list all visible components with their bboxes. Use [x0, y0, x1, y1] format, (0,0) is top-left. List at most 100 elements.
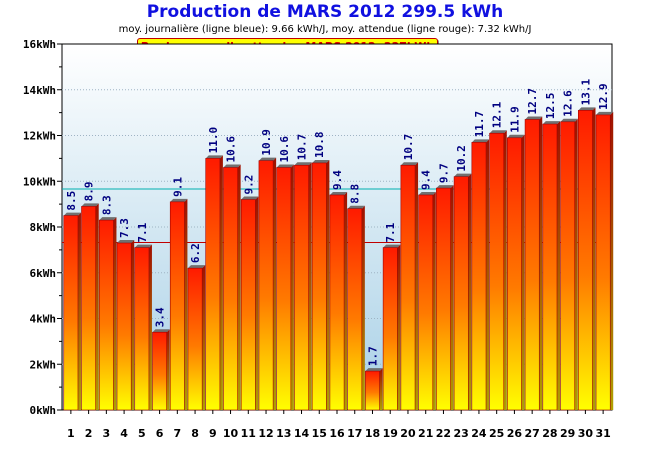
bar-top	[294, 162, 312, 166]
bar-top	[258, 157, 277, 161]
bar	[347, 208, 363, 411]
bar-value-label: 10.9	[260, 129, 273, 156]
y-tick-label: 12kWh	[23, 130, 56, 143]
x-tick-label: 20	[400, 427, 416, 440]
bar	[169, 201, 185, 411]
bar-side	[77, 212, 81, 410]
bar-top	[81, 203, 99, 207]
bar-side	[486, 139, 490, 411]
bar-value-label: 3.4	[154, 307, 167, 327]
bar	[489, 132, 505, 411]
bar-side	[468, 173, 472, 410]
bar-top	[507, 134, 525, 138]
bar-value-label: 12.7	[526, 88, 539, 115]
bar-value-label: 8.3	[100, 195, 113, 215]
bar-side	[379, 368, 383, 410]
bar-value-label: 10.8	[313, 131, 326, 158]
bar	[400, 164, 416, 411]
x-tick-label: 26	[507, 427, 523, 440]
chart-subtitle: moy. journalière (ligne bleue): 9.66 kWh…	[118, 24, 532, 35]
bar-side	[557, 121, 560, 410]
bar	[152, 331, 167, 411]
x-tick-label: 12	[258, 427, 273, 440]
bar-top	[471, 139, 490, 143]
bar-side	[290, 164, 294, 410]
bar-side	[131, 240, 135, 410]
x-tick-label: 29	[560, 427, 575, 440]
x-tick-label: 4	[120, 427, 128, 440]
bar-side	[184, 198, 188, 410]
bar-side	[574, 118, 578, 411]
bar-side	[219, 155, 223, 410]
bar-value-label: 11.7	[473, 111, 486, 138]
bar-top	[578, 107, 596, 111]
x-tick-label: 15	[312, 427, 327, 440]
bar-top	[152, 329, 170, 333]
bar	[81, 206, 97, 411]
bar-value-label: 9.1	[171, 177, 184, 197]
bar-top	[276, 164, 294, 168]
x-tick-label: 23	[454, 427, 469, 440]
bar-value-label: 10.6	[225, 136, 238, 163]
bar-value-label: 7.1	[384, 222, 397, 242]
y-tick-label: 4kWh	[30, 313, 57, 326]
bar	[542, 123, 558, 411]
bar-value-label: 10.7	[402, 134, 415, 161]
bar	[311, 162, 327, 411]
bar	[329, 194, 345, 411]
bar-top	[454, 173, 472, 177]
x-tick-label: 5	[138, 427, 146, 440]
bar-value-label: 10.2	[455, 145, 468, 172]
bar-top	[383, 244, 401, 248]
y-tick-label: 0kWh	[30, 404, 57, 417]
bar-side	[95, 203, 99, 410]
bar	[187, 267, 203, 411]
bar-value-label: 13.1	[579, 78, 592, 105]
bar-top	[489, 130, 507, 134]
bar	[276, 167, 292, 411]
y-tick-label: 16kWh	[23, 38, 56, 51]
bar-value-label: 12.5	[544, 93, 557, 120]
bar-top	[525, 116, 543, 120]
bar-value-label: 9.2	[242, 175, 255, 195]
x-tick-label: 2	[85, 427, 93, 440]
x-tick-label: 3	[103, 427, 111, 440]
bar-top	[436, 185, 454, 189]
bar-side	[237, 164, 241, 410]
x-tick-label: 9	[209, 427, 217, 440]
bar-side	[148, 244, 152, 410]
bar-side	[539, 116, 543, 411]
bar-top	[418, 191, 436, 195]
x-tick-label: 28	[542, 427, 557, 440]
x-tick-label: 27	[525, 427, 540, 440]
y-tick-label: 8kWh	[30, 221, 57, 234]
bar-side	[326, 159, 330, 410]
bar	[382, 247, 398, 411]
bar-side	[592, 107, 596, 411]
bar	[577, 110, 593, 411]
x-tick-label: 18	[365, 427, 380, 440]
bar-side	[503, 130, 507, 410]
bar	[436, 187, 451, 411]
bar-top	[170, 198, 188, 202]
bar	[453, 176, 469, 411]
bar-top	[542, 121, 560, 125]
bar-value-label: 10.7	[296, 134, 309, 161]
bar-top	[99, 217, 117, 221]
bar-value-label: 1.7	[366, 346, 379, 366]
bar	[223, 167, 238, 411]
bar-side	[415, 162, 419, 410]
bar-side	[361, 205, 365, 410]
x-tick-label: 10	[223, 427, 239, 440]
bar-value-label: 9.7	[437, 163, 450, 183]
bar	[471, 142, 487, 411]
bar-top	[347, 205, 365, 209]
bar-value-label: 9.4	[420, 170, 433, 190]
bar-side	[308, 162, 312, 410]
bar-top	[63, 212, 81, 216]
bar-top	[365, 368, 383, 372]
bar-value-label: 11.0	[207, 127, 220, 154]
x-tick-label: 7	[173, 427, 181, 440]
bar-value-label: 11.9	[508, 106, 521, 133]
x-tick-label: 13	[276, 427, 291, 440]
